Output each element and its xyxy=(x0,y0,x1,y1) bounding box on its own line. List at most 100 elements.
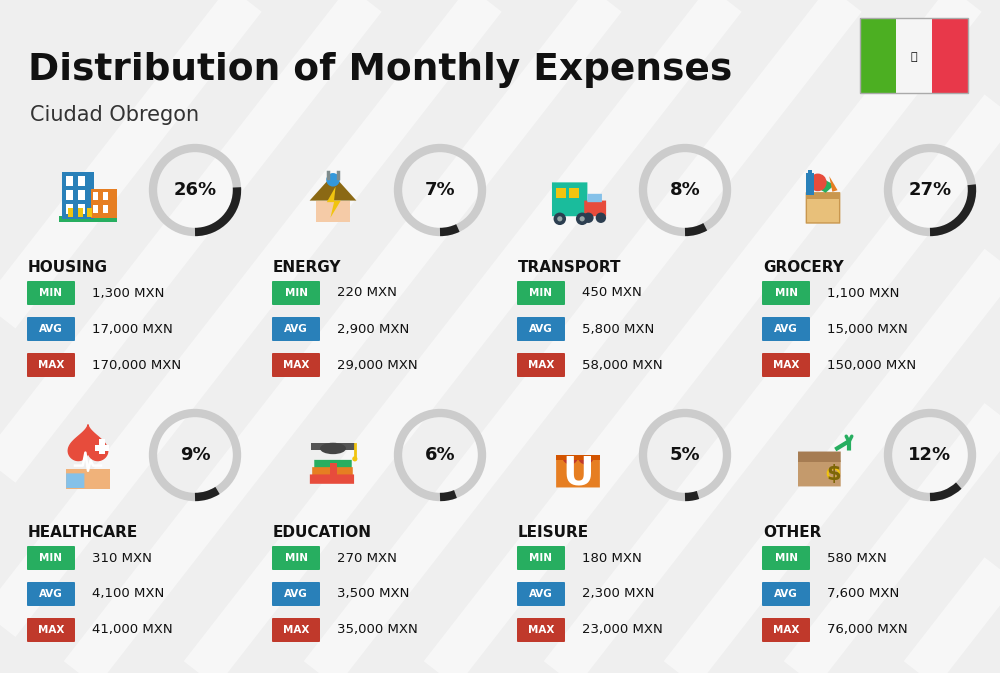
Text: 8%: 8% xyxy=(670,181,700,199)
Bar xyxy=(896,18,932,93)
Bar xyxy=(95,446,109,450)
Bar xyxy=(68,209,73,217)
Ellipse shape xyxy=(829,470,838,477)
Text: 23,000 MXN: 23,000 MXN xyxy=(582,623,663,637)
Text: 76,000 MXN: 76,000 MXN xyxy=(827,623,908,637)
Text: U: U xyxy=(562,454,594,493)
Text: TRANSPORT: TRANSPORT xyxy=(518,260,622,275)
Circle shape xyxy=(583,213,594,223)
FancyBboxPatch shape xyxy=(310,474,354,484)
Text: 310 MXN: 310 MXN xyxy=(92,551,152,565)
Text: 15,000 MXN: 15,000 MXN xyxy=(827,322,908,336)
Text: 4,100 MXN: 4,100 MXN xyxy=(92,588,164,600)
Text: 580 MXN: 580 MXN xyxy=(827,551,887,565)
Text: 180 MXN: 180 MXN xyxy=(582,551,642,565)
Bar xyxy=(99,439,105,454)
FancyBboxPatch shape xyxy=(272,582,320,606)
Polygon shape xyxy=(310,174,356,201)
FancyBboxPatch shape xyxy=(27,618,75,642)
Text: 7%: 7% xyxy=(425,181,455,199)
FancyBboxPatch shape xyxy=(272,281,320,305)
FancyBboxPatch shape xyxy=(517,618,565,642)
Bar xyxy=(316,201,350,223)
FancyBboxPatch shape xyxy=(517,281,565,305)
FancyBboxPatch shape xyxy=(798,460,841,487)
Text: Ciudad Obregon: Ciudad Obregon xyxy=(30,105,199,125)
Text: $: $ xyxy=(826,464,841,484)
FancyBboxPatch shape xyxy=(762,618,810,642)
Text: MIN: MIN xyxy=(285,288,308,298)
FancyBboxPatch shape xyxy=(517,546,565,570)
FancyBboxPatch shape xyxy=(584,201,606,216)
Text: 35,000 MXN: 35,000 MXN xyxy=(337,623,418,637)
Polygon shape xyxy=(327,186,341,218)
Bar xyxy=(103,192,108,200)
Text: 7,600 MXN: 7,600 MXN xyxy=(827,588,899,600)
Bar xyxy=(330,463,337,479)
Text: MAX: MAX xyxy=(773,625,799,635)
Bar xyxy=(311,444,355,450)
Text: AVG: AVG xyxy=(774,589,798,599)
Text: AVG: AVG xyxy=(774,324,798,334)
Text: MIN: MIN xyxy=(774,288,798,298)
Text: 5,800 MXN: 5,800 MXN xyxy=(582,322,654,336)
Text: 150,000 MXN: 150,000 MXN xyxy=(827,359,916,371)
FancyBboxPatch shape xyxy=(517,353,565,377)
FancyBboxPatch shape xyxy=(762,281,810,305)
FancyBboxPatch shape xyxy=(762,582,810,606)
Text: 27%: 27% xyxy=(908,181,952,199)
Circle shape xyxy=(827,466,840,480)
Text: 220 MXN: 220 MXN xyxy=(337,287,397,299)
Ellipse shape xyxy=(320,443,346,454)
FancyBboxPatch shape xyxy=(762,353,810,377)
Text: 9%: 9% xyxy=(180,446,210,464)
FancyBboxPatch shape xyxy=(27,582,75,606)
Bar xyxy=(66,190,73,200)
Text: 450 MXN: 450 MXN xyxy=(582,287,642,299)
FancyBboxPatch shape xyxy=(806,192,840,223)
Text: 1,100 MXN: 1,100 MXN xyxy=(827,287,899,299)
Text: ENERGY: ENERGY xyxy=(273,260,342,275)
FancyBboxPatch shape xyxy=(27,317,75,341)
Text: HEALTHCARE: HEALTHCARE xyxy=(28,525,138,540)
Bar xyxy=(78,204,85,213)
Text: 3,500 MXN: 3,500 MXN xyxy=(337,588,409,600)
Bar xyxy=(66,204,73,213)
Circle shape xyxy=(557,216,562,221)
Text: 26%: 26% xyxy=(173,181,217,199)
Bar xyxy=(78,190,85,200)
Text: MAX: MAX xyxy=(773,360,799,370)
Text: MIN: MIN xyxy=(285,553,308,563)
Text: MAX: MAX xyxy=(528,625,554,635)
Polygon shape xyxy=(66,469,110,489)
Bar xyxy=(62,172,94,219)
Bar xyxy=(569,188,579,198)
FancyBboxPatch shape xyxy=(27,546,75,570)
Polygon shape xyxy=(829,176,838,192)
Bar xyxy=(93,192,98,200)
FancyBboxPatch shape xyxy=(517,582,565,606)
FancyBboxPatch shape xyxy=(272,546,320,570)
FancyBboxPatch shape xyxy=(552,182,587,216)
Text: MAX: MAX xyxy=(38,360,64,370)
FancyBboxPatch shape xyxy=(798,452,841,462)
Circle shape xyxy=(576,213,588,225)
FancyBboxPatch shape xyxy=(312,467,353,476)
Bar xyxy=(556,188,566,198)
Text: MIN: MIN xyxy=(530,553,552,563)
Text: LEISURE: LEISURE xyxy=(518,525,589,540)
Circle shape xyxy=(554,213,566,225)
Text: MIN: MIN xyxy=(40,288,62,298)
Bar xyxy=(806,173,814,195)
Text: 58,000 MXN: 58,000 MXN xyxy=(582,359,663,371)
FancyBboxPatch shape xyxy=(556,455,600,487)
Text: 29,000 MXN: 29,000 MXN xyxy=(337,359,418,371)
Bar xyxy=(78,209,83,217)
Text: HOUSING: HOUSING xyxy=(28,260,108,275)
Bar xyxy=(806,192,840,199)
Text: Distribution of Monthly Expenses: Distribution of Monthly Expenses xyxy=(28,52,732,88)
Text: 🦅: 🦅 xyxy=(911,52,917,63)
Bar xyxy=(93,205,98,213)
Circle shape xyxy=(580,216,585,221)
FancyBboxPatch shape xyxy=(762,317,810,341)
